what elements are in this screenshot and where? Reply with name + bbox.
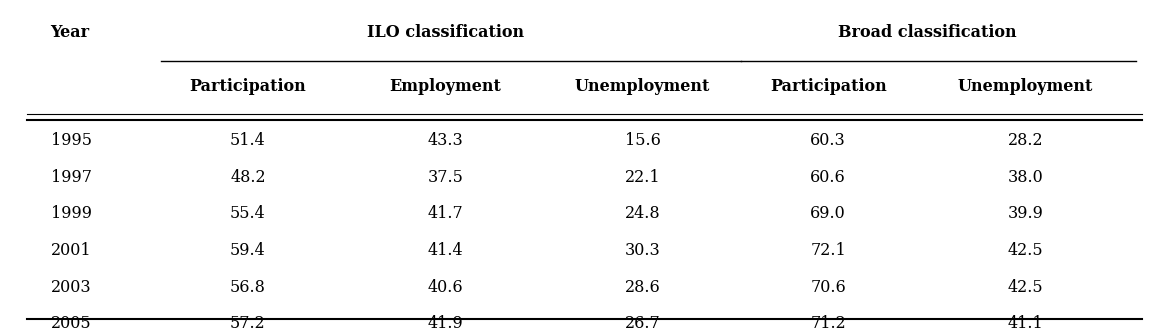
Text: 70.6: 70.6 xyxy=(810,279,846,296)
Text: 37.5: 37.5 xyxy=(428,169,463,186)
Text: 42.5: 42.5 xyxy=(1008,279,1044,296)
Text: 41.1: 41.1 xyxy=(1008,315,1044,332)
Text: 28.2: 28.2 xyxy=(1008,132,1044,150)
Text: 2001: 2001 xyxy=(50,242,91,259)
Text: 2003: 2003 xyxy=(50,279,91,296)
Text: 42.5: 42.5 xyxy=(1008,242,1044,259)
Text: Participation: Participation xyxy=(189,78,306,95)
Text: 28.6: 28.6 xyxy=(624,279,660,296)
Text: 40.6: 40.6 xyxy=(428,279,463,296)
Text: 1999: 1999 xyxy=(50,205,91,222)
Text: 69.0: 69.0 xyxy=(810,205,846,222)
Text: Broad classification: Broad classification xyxy=(837,24,1016,41)
Text: 72.1: 72.1 xyxy=(810,242,846,259)
Text: 71.2: 71.2 xyxy=(810,315,846,332)
Text: 41.4: 41.4 xyxy=(428,242,463,259)
Text: 24.8: 24.8 xyxy=(624,205,660,222)
Text: 41.7: 41.7 xyxy=(428,205,463,222)
Text: 60.3: 60.3 xyxy=(810,132,846,150)
Text: 26.7: 26.7 xyxy=(624,315,660,332)
Text: Unemployment: Unemployment xyxy=(957,78,1093,95)
Text: Year: Year xyxy=(50,24,90,41)
Text: 43.3: 43.3 xyxy=(428,132,463,150)
Text: 15.6: 15.6 xyxy=(624,132,660,150)
Text: ILO classification: ILO classification xyxy=(367,24,524,41)
Text: 1997: 1997 xyxy=(50,169,91,186)
Text: Employment: Employment xyxy=(389,78,502,95)
Text: 41.9: 41.9 xyxy=(428,315,463,332)
Text: 39.9: 39.9 xyxy=(1008,205,1044,222)
Text: 59.4: 59.4 xyxy=(230,242,265,259)
Text: 48.2: 48.2 xyxy=(230,169,265,186)
Text: 60.6: 60.6 xyxy=(810,169,846,186)
Text: Unemployment: Unemployment xyxy=(575,78,711,95)
Text: 51.4: 51.4 xyxy=(230,132,265,150)
Text: 57.2: 57.2 xyxy=(230,315,265,332)
Text: 1995: 1995 xyxy=(50,132,91,150)
Text: 22.1: 22.1 xyxy=(624,169,660,186)
Text: 38.0: 38.0 xyxy=(1008,169,1044,186)
Text: 56.8: 56.8 xyxy=(230,279,265,296)
Text: 55.4: 55.4 xyxy=(230,205,265,222)
Text: 30.3: 30.3 xyxy=(624,242,660,259)
Text: 2005: 2005 xyxy=(50,315,91,332)
Text: Participation: Participation xyxy=(770,78,886,95)
